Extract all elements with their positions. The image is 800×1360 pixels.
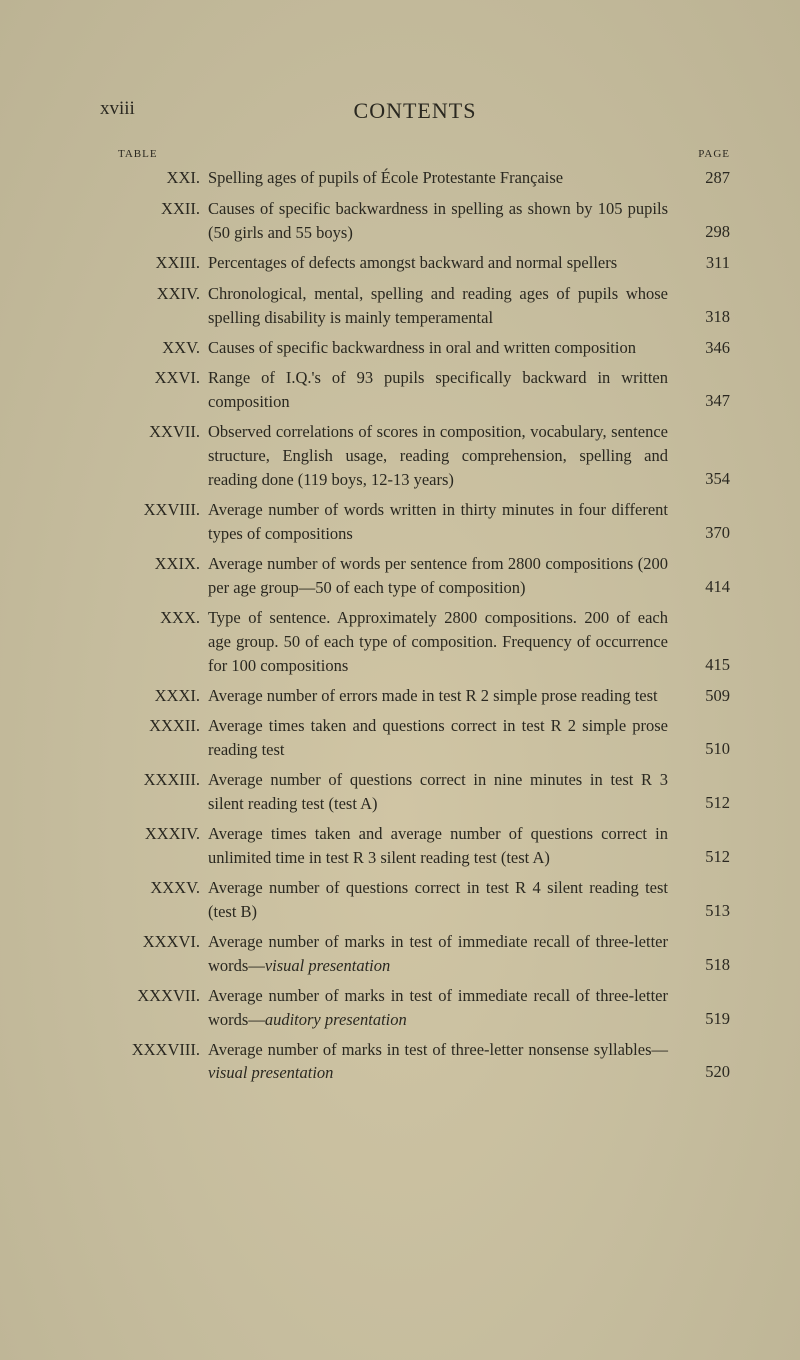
entry-italic: visual presentation [208, 1063, 333, 1082]
table-entry: XXVII.Observed correlations of scores in… [100, 420, 730, 492]
entry-page: 346 [682, 336, 730, 361]
entry-description: Type of sentence. Approximately 2800 com… [208, 606, 682, 678]
entry-page: 370 [682, 521, 730, 546]
entry-page: 510 [682, 737, 730, 762]
entry-description: Average times taken and questions correc… [208, 714, 682, 762]
column-headers: TABLE PAGE [100, 148, 730, 160]
table-entry: XXXIV.Average times taken and average nu… [100, 822, 730, 870]
table-entry: XXXV.Average number of questions correct… [100, 876, 730, 924]
entry-description: Average number of errors made in test R … [208, 684, 682, 709]
entry-roman: XXIX. [100, 552, 208, 600]
entry-page: 347 [682, 389, 730, 414]
column-header-page: PAGE [680, 148, 730, 160]
entry-page: 518 [682, 953, 730, 978]
table-entry: XXXVI.Average number of marks in test of… [100, 930, 730, 978]
entry-page: 298 [682, 220, 730, 245]
page-title: CONTENTS [210, 98, 730, 124]
entry-roman: XXVII. [100, 420, 208, 492]
entry-roman: XXVI. [100, 366, 208, 414]
entry-roman: XXX. [100, 606, 208, 678]
entry-description: Percentages of defects amongst backward … [208, 251, 682, 276]
table-entry: XXIV.Chronological, mental, spelling and… [100, 282, 730, 330]
table-entry: XXXI.Average number of errors made in te… [100, 684, 730, 709]
entry-page: 414 [682, 575, 730, 600]
entry-page: 520 [682, 1060, 730, 1085]
entry-description: Range of I.Q.'s of 93 pupils specificall… [208, 366, 682, 414]
table-entry: XXVIII.Average number of words written i… [100, 498, 730, 546]
entry-roman: XXXVIII. [100, 1038, 208, 1086]
entry-roman: XXXIII. [100, 768, 208, 816]
entry-roman: XXV. [100, 336, 208, 361]
table-entry: XXV.Causes of specific backwardness in o… [100, 336, 730, 361]
entry-description: Causes of specific backwardness in spell… [208, 197, 682, 245]
entry-page: 287 [682, 166, 730, 191]
entry-page: 415 [682, 653, 730, 678]
entry-roman: XXVIII. [100, 498, 208, 546]
contents-page: xviii CONTENTS TABLE PAGE XXI.Spelling a… [0, 0, 800, 1360]
entry-roman: XXI. [100, 166, 208, 191]
table-entry: XXXIII.Average number of questions corre… [100, 768, 730, 816]
table-entry: XXI.Spelling ages of pupils of École Pro… [100, 166, 730, 191]
table-entry: XXII.Causes of specific backwardness in … [100, 197, 730, 245]
page-number-roman: xviii [100, 98, 210, 124]
entry-italic: auditory presentation [265, 1010, 407, 1029]
column-header-table: TABLE [100, 148, 220, 160]
entry-page: 509 [682, 684, 730, 709]
entry-description: Average number of questions correct in n… [208, 768, 682, 816]
entry-description: Average number of marks in test of three… [208, 1038, 682, 1086]
entries-list: XXI.Spelling ages of pupils of École Pro… [100, 166, 730, 1085]
table-entry: XXX.Type of sentence. Approximately 2800… [100, 606, 730, 678]
entry-page: 318 [682, 305, 730, 330]
entry-page: 354 [682, 467, 730, 492]
entry-roman: XXXV. [100, 876, 208, 924]
entry-description: Average number of marks in test of immed… [208, 930, 682, 978]
entry-description: Average number of questions correct in t… [208, 876, 682, 924]
entry-description: Observed correlations of scores in compo… [208, 420, 682, 492]
entry-roman: XXXI. [100, 684, 208, 709]
entry-page: 512 [682, 791, 730, 816]
table-entry: XXXII.Average times taken and questions … [100, 714, 730, 762]
entry-description: Spelling ages of pupils of École Protest… [208, 166, 682, 191]
entry-roman: XXII. [100, 197, 208, 245]
entry-page: 519 [682, 1007, 730, 1032]
entry-description: Average number of words per sentence fro… [208, 552, 682, 600]
entry-description: Causes of specific backwardness in oral … [208, 336, 682, 361]
table-entry: XXIX.Average number of words per sentenc… [100, 552, 730, 600]
entry-roman: XXIII. [100, 251, 208, 276]
entry-roman: XXIV. [100, 282, 208, 330]
entry-description: Average number of words written in thirt… [208, 498, 682, 546]
entry-italic: visual presentation [265, 956, 390, 975]
entry-description: Chronological, mental, spelling and read… [208, 282, 682, 330]
entry-roman: XXXVI. [100, 930, 208, 978]
entry-roman: XXXVII. [100, 984, 208, 1032]
page-header: xviii CONTENTS [100, 98, 730, 124]
table-entry: XXXVIII.Average number of marks in test … [100, 1038, 730, 1086]
entry-roman: XXXIV. [100, 822, 208, 870]
table-entry: XXXVII.Average number of marks in test o… [100, 984, 730, 1032]
entry-page: 513 [682, 899, 730, 924]
entry-page: 512 [682, 845, 730, 870]
entry-description: Average times taken and average number o… [208, 822, 682, 870]
table-entry: XXIII.Percentages of defects amongst bac… [100, 251, 730, 276]
table-entry: XXVI.Range of I.Q.'s of 93 pupils specif… [100, 366, 730, 414]
column-header-spacer [220, 148, 680, 160]
entry-description: Average number of marks in test of immed… [208, 984, 682, 1032]
entry-roman: XXXII. [100, 714, 208, 762]
entry-page: 311 [682, 251, 730, 276]
